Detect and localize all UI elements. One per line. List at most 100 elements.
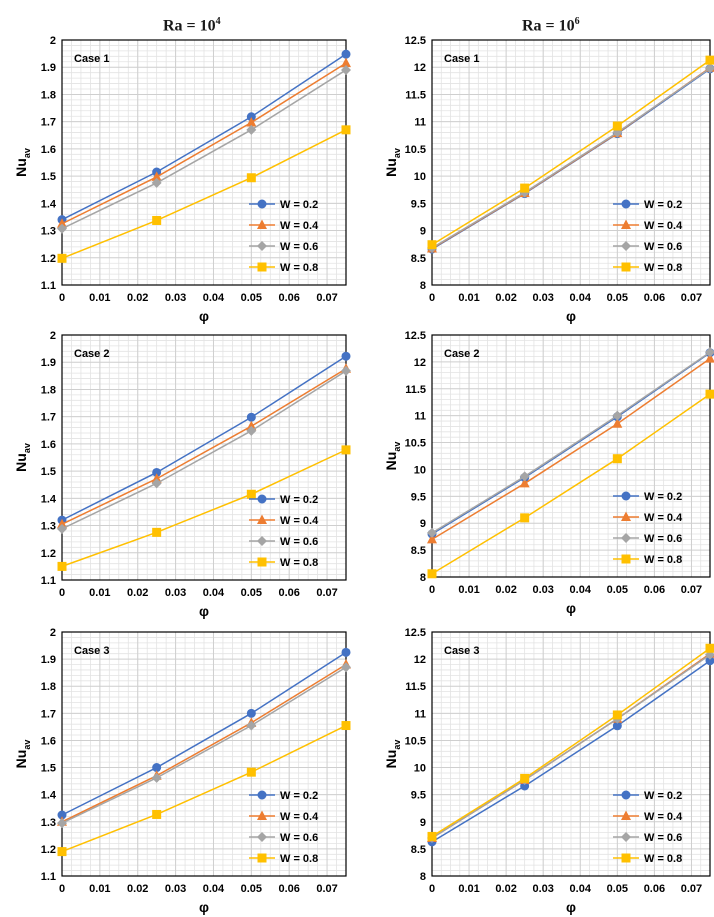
chart5-xtick-label: 0.01 [458,883,479,895]
chart1-xtick-label: 0.04 [570,292,592,304]
chart2-xlabel: φ [199,603,209,619]
chart4-point-w-0-8-3 [341,721,351,731]
chart4-xtick-label: 0.04 [203,883,225,895]
chart0-xtick-label: 0 [59,292,65,304]
chart3-point-w-0-6-2 [612,410,623,421]
chart2-point-w-0-6-1 [151,478,162,489]
chart4-ytick-label: 1.3 [41,817,56,829]
chart0-xtick-label: 0.01 [89,292,110,304]
chart2-line-w-0-2 [61,355,347,521]
chart1-ytick-label: 10 [414,171,426,183]
title-ra-10-6: Ra = 106 [522,16,580,35]
chart0-ytick-label: 1.5 [41,171,56,183]
chart5-xtick-label: 0.03 [532,883,553,895]
chart0-plot-frame [61,39,347,286]
chart4-ytick-label: 1.8 [41,681,56,693]
chart2-point-w-0-8-1 [152,527,162,537]
chart2-legend-label-w-0-6: W = 0.6 [280,536,318,548]
chart2-point-w-0-8-3 [341,445,351,455]
chart0-legend-label-w-0-6: W = 0.6 [280,241,318,253]
chart5-legend-marker-w-0-2 [621,790,631,800]
chart3-legend-label-w-0-6: W = 0.6 [644,533,682,545]
chart3-point-w-0-6-3 [705,347,714,358]
chart3-xtick-label: 0.03 [532,584,553,596]
chart5-ytick-label: 10 [414,763,426,775]
chart5-ytick-label: 10.5 [405,735,426,747]
chart1-legend-marker-w-0-8 [621,262,631,272]
chart0-legend-marker-w-0-6 [257,241,267,251]
chart3-legend-label-w-0-2: W = 0.2 [644,491,682,503]
chart0-xtick-label: 0.06 [278,292,299,304]
chart2-point-w-0-6-2 [246,425,257,436]
chart3-ytick-label: 9 [420,518,426,530]
chart2-xtick-label: 0.07 [316,587,337,599]
chart5-ytick-label: 9 [420,817,426,829]
chart0-legend-label-w-0-8: W = 0.8 [280,262,318,274]
chart0-point-w-0-6-1 [151,177,162,188]
chart0-ytick-label: 1.6 [41,144,56,156]
chart4-point-w-0-2-1 [152,763,162,773]
chart0-point-w-0-6-2 [246,124,257,135]
chart0-point-w-0-6-3 [341,64,351,75]
chart0-legend-label-w-0-2: W = 0.2 [280,199,318,211]
chart0-xtick-label: 0.03 [165,292,186,304]
chart1-xtick-label: 0.01 [458,292,479,304]
chart4-case-label: Case 3 [74,645,109,657]
chart2-ytick-label: 1.6 [41,439,56,451]
chart0-point-w-0-2-2 [246,112,256,122]
chart3-point-w-0-6-0 [427,527,437,538]
chart2-ytick-label: 2 [50,330,56,342]
chart5-legend-marker-w-0-8 [621,853,631,863]
chart4-point-w-0-2-3 [341,647,351,657]
chart0-point-w-0-2-3 [341,49,351,59]
chart0-line-w-0-8 [61,129,347,260]
chart1-xtick-label: 0 [429,292,435,304]
chart5-line-w-0-6 [431,654,711,839]
chart1-xtick-label: 0.07 [681,292,702,304]
chart0-xlabel: φ [199,308,209,324]
chart3-line-w-0-8 [431,393,711,575]
chart2-line-w-0-8 [61,449,347,568]
chart0-point-w-0-4-0 [57,218,67,228]
chart4-xlabel: φ [199,899,209,915]
chart2-point-w-0-4-1 [151,473,162,483]
chart2-point-w-0-2-3 [341,351,351,361]
chart0-line-w-0-2 [61,53,347,221]
chart0-ytick-label: 1.8 [41,89,56,101]
chart2-point-w-0-6-0 [57,523,67,534]
chart5-line-w-0-8 [431,647,711,838]
chart1-grid [431,39,711,286]
chart4-legend-marker-w-0-6 [257,832,267,842]
chart5-legend-marker-w-0-6 [621,832,631,842]
chart0-point-w-0-8-3 [341,125,351,135]
chart4-ytick-label: 1.6 [41,735,56,747]
chart0-legend-marker-w-0-4 [257,219,267,229]
chart3-point-w-0-8-3 [705,389,714,399]
chart1-line-w-0-6 [431,67,711,249]
chart1-ytick-label: 10.5 [405,144,426,156]
chart1-point-w-0-6-3 [705,63,714,74]
chart4-point-w-0-8-0 [57,847,67,857]
chart1-ytick-label: 11 [414,117,426,129]
chart2-ytick-label: 1.9 [41,357,56,369]
chart0-point-w-0-6-0 [57,223,67,234]
chart5-xtick-label: 0.04 [570,883,592,895]
chart4-legend-marker-w-0-8 [257,853,267,863]
chart2-case-label: Case 2 [74,348,109,360]
chart2-legend-label-w-0-4: W = 0.4 [280,515,319,527]
chart1-ytick-label: 8 [420,280,426,292]
chart1-legend-label-w-0-2: W = 0.2 [644,199,682,211]
chart2-ytick-label: 1.5 [41,466,56,478]
chart0-grid [61,39,347,286]
chart4-point-w-0-2-0 [57,810,67,820]
chart5-legend-label-w-0-8: W = 0.8 [644,853,682,865]
title-ra-10-4-base: Ra = 10 [163,17,216,35]
chart2-legend-label-w-0-2: W = 0.2 [280,494,318,506]
chart3-ytick-label: 12 [414,357,426,369]
chart4-xtick-label: 0.01 [89,883,110,895]
chart3-ylabel: Nuav [383,442,402,471]
chart0-point-w-0-4-1 [151,171,162,181]
title-ra-10-6-base: Ra = 10 [522,17,575,35]
